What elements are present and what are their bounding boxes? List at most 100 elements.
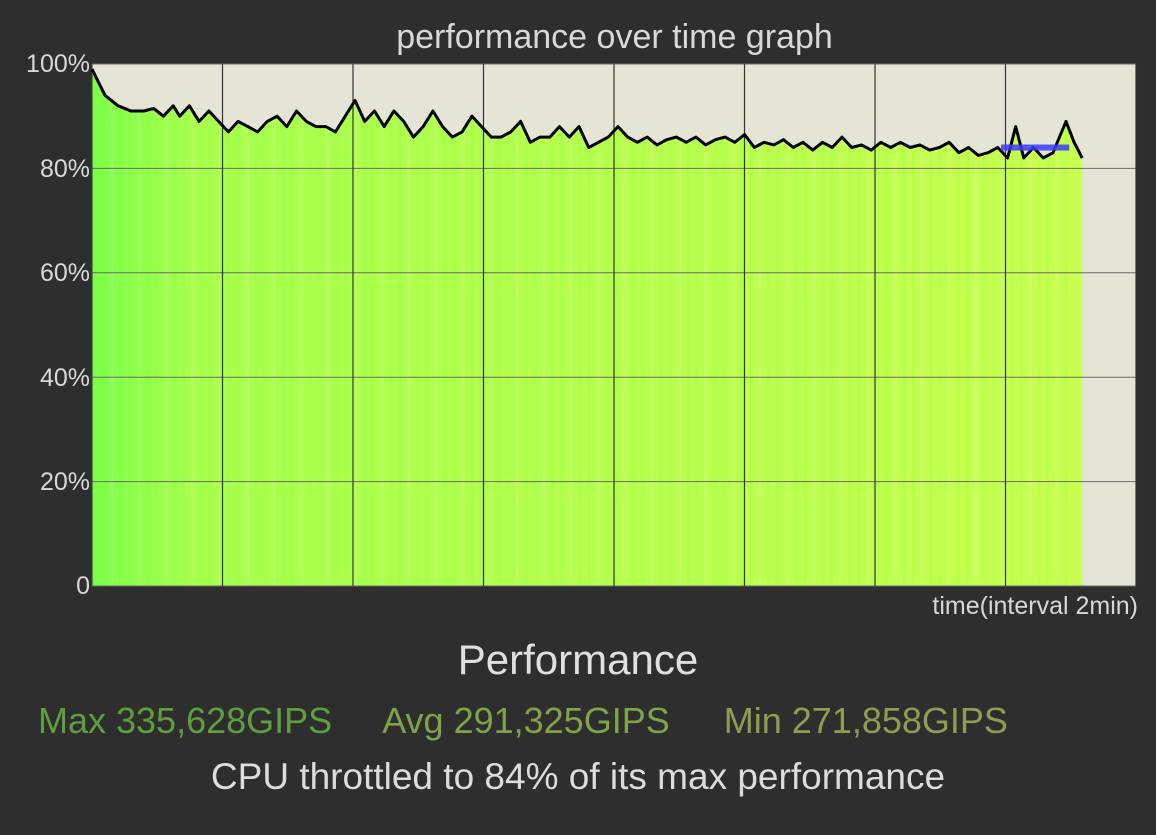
chart-title: performance over time graph [396, 18, 833, 56]
area-stripe [722, 69, 726, 586]
y-tick-40: 40% [39, 364, 90, 392]
area-stripe [587, 69, 591, 586]
area-stripe [974, 69, 978, 586]
area-stripe [785, 69, 789, 586]
area-stripe [686, 69, 690, 586]
grid-lines [91, 63, 1137, 587]
area-stripe [371, 69, 375, 586]
area-stripe [596, 69, 600, 586]
area-stripe [560, 69, 564, 586]
area-stripe [776, 69, 780, 586]
x-axis-label: time(interval 2min) [932, 592, 1138, 620]
area-stripe [578, 69, 582, 586]
performance-chart [90, 63, 1137, 587]
area-stripe [254, 69, 258, 586]
area-stripe [110, 69, 114, 586]
highlight-marker [1001, 144, 1070, 151]
area-stripe [218, 69, 222, 586]
area-stripe [749, 69, 753, 586]
area-stripe [947, 69, 951, 586]
area-stripe [443, 69, 447, 586]
area-stripe [344, 69, 348, 586]
area-stripe [290, 69, 294, 586]
area-stripe [362, 69, 366, 586]
area-stripe [1064, 69, 1068, 586]
area-stripe [227, 69, 231, 586]
area-stripes [92, 69, 1068, 586]
area-stripe [533, 69, 537, 586]
area-stripe [641, 69, 645, 586]
area-stripe [1010, 69, 1014, 586]
area-stripe [335, 69, 339, 586]
area-stripe [479, 69, 483, 586]
area-stripe [434, 69, 438, 586]
area-stripe [524, 69, 528, 586]
performance-line [90, 68, 1084, 160]
area-stripe [470, 69, 474, 586]
area-stripe [803, 69, 807, 586]
area-stripe [893, 69, 897, 586]
y-tick-100: 100% [26, 50, 90, 78]
area-stripe [920, 69, 924, 586]
area-stripe [281, 69, 285, 586]
area-stripe [209, 69, 213, 586]
area-stripe [758, 69, 762, 586]
area-stripe [173, 69, 177, 586]
area-stripe [326, 69, 330, 586]
area-stripe [101, 69, 105, 586]
area-stripe [263, 69, 267, 586]
area-stripe [605, 69, 609, 586]
area-stripe [713, 69, 717, 586]
area-stripe [236, 69, 240, 586]
area-stripe [128, 69, 132, 586]
area-stripe [200, 69, 204, 586]
performance-title: Performance [457, 636, 699, 683]
area-stripe [992, 69, 996, 586]
area-stripe [380, 69, 384, 586]
area-stripe [497, 69, 501, 586]
area-stripe [857, 69, 861, 586]
area-stripe [983, 69, 987, 586]
area-stripe [245, 69, 249, 586]
area-stripe [452, 69, 456, 586]
area-stripe [866, 69, 870, 586]
area-stripe [119, 69, 123, 586]
y-tick-60: 60% [39, 259, 90, 287]
area-stripe [704, 69, 708, 586]
area-stripe [488, 69, 492, 586]
area-stripe [875, 69, 879, 586]
y-tick-20: 20% [39, 468, 90, 496]
area-stripe [155, 69, 159, 586]
area-stripe [389, 69, 393, 586]
area-stripe [848, 69, 852, 586]
area-stripe [137, 69, 141, 586]
area-stripe [830, 69, 834, 586]
area-stripe [911, 69, 915, 586]
area-stripe [1001, 69, 1005, 586]
area-stripe [965, 69, 969, 586]
area-stripe [614, 69, 618, 586]
area-stripe [1037, 69, 1041, 586]
area-stripe [416, 69, 420, 586]
area-stripe [767, 69, 771, 586]
area-stripe [839, 69, 843, 586]
area-stripe [884, 69, 888, 586]
min-stat: Min 271,858GIPS [723, 700, 1008, 741]
area-stripe [515, 69, 519, 586]
area-stripe [272, 69, 276, 586]
area-stripe [398, 69, 402, 586]
area-stripe [164, 69, 168, 586]
area-stripe [677, 69, 681, 586]
area-stripe [956, 69, 960, 586]
area-stripe [812, 69, 816, 586]
area-stripe [569, 69, 573, 586]
area-stripe [317, 69, 321, 586]
y-tick-0: 0 [76, 572, 90, 600]
area-stripe [659, 69, 663, 586]
area-stripe [623, 69, 627, 586]
area-stripe [146, 69, 150, 586]
area-stripe [542, 69, 546, 586]
area-stripe [1019, 69, 1023, 586]
area-stripe [308, 69, 312, 586]
area-stripe [794, 69, 798, 586]
